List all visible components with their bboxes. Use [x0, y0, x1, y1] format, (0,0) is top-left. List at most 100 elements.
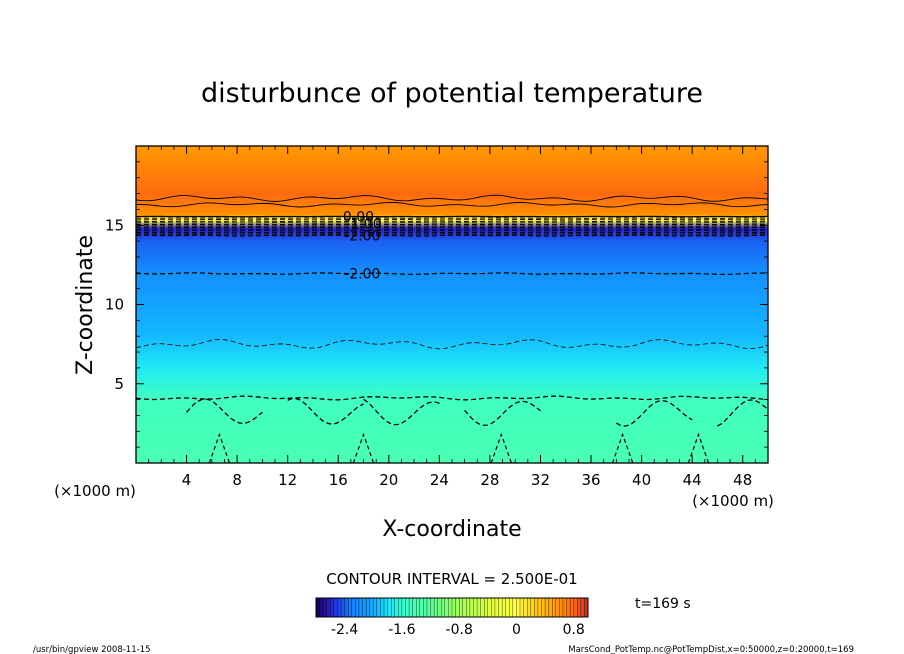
- contour-line-top-2: [136, 201, 768, 208]
- colorbar-cell-22: [394, 597, 399, 618]
- y-tick-label-1: 10: [105, 296, 124, 314]
- colorbar-cell-67: [555, 597, 560, 618]
- footer-right: MarsCond_PotTemp.nc@PotTempDist,x=0:5000…: [568, 645, 854, 654]
- colorbar-cell-25: [405, 597, 410, 618]
- time-label: t=169 s: [635, 596, 691, 612]
- colorbar-cell-61: [534, 597, 539, 618]
- colorbar-cell-52: [501, 597, 507, 618]
- colorbar-cell-72: [573, 597, 578, 618]
- colorbar-cell-54: [509, 597, 514, 618]
- x-tick-label-10: 44: [683, 471, 702, 489]
- heatmap-field: [136, 146, 768, 463]
- colorbar-cell-56: [516, 597, 521, 618]
- colorbar-cell-70: [566, 597, 571, 618]
- colorbar-cell-48: [487, 597, 492, 618]
- colorbar-tick-label-2: -0.8: [446, 622, 473, 638]
- colorbar-cell-0: [315, 597, 321, 618]
- colorbar-cell-69: [562, 597, 568, 618]
- x-tick-label-7: 32: [531, 471, 550, 489]
- contour-label-1: -1.00: [345, 217, 381, 233]
- colorbar-cell-50: [494, 597, 500, 618]
- contour-label-2: -2.00: [344, 229, 380, 245]
- contour-spike-3: [611, 432, 634, 463]
- x-tick-label-0: 4: [182, 471, 192, 489]
- colorbar-cell-13: [362, 597, 367, 618]
- colorbar-cell-59: [526, 597, 532, 618]
- colorbar-cell-1: [319, 597, 324, 618]
- colorbar-cell-2: [322, 597, 328, 618]
- colorbar-cell-43: [469, 597, 474, 618]
- contour-line-z12: [136, 272, 768, 276]
- colorbar-cell-31: [426, 597, 432, 618]
- colorbar-cell-14: [365, 597, 371, 618]
- colorbar-cell-55: [512, 597, 517, 618]
- colorbar-cell-19: [383, 597, 389, 618]
- contour-interval: CONTOUR INTERVAL = 2.500E-01: [326, 570, 577, 588]
- colorbar-cell-53: [505, 597, 510, 618]
- chart-title: disturbunce of potential temperature: [201, 78, 703, 109]
- colorbar-cell-44: [473, 597, 478, 618]
- colorbar-cell-15: [369, 597, 374, 618]
- colorbar-cell-32: [430, 597, 435, 618]
- plot-area: 0.00-1.00-2.00-2.00 4 8 12 16 20 24 28 32 36 40 44…: [105, 145, 769, 489]
- colorbar-cell-30: [423, 597, 428, 618]
- colorbar-cell-21: [390, 597, 396, 618]
- colorbar-cell-57: [519, 597, 525, 618]
- y-tick-label-2: 15: [105, 216, 124, 234]
- contour-line-z14: [136, 234, 768, 237]
- colorbar-cell-64: [544, 597, 550, 618]
- colorbar-cell-36: [444, 597, 449, 618]
- colorbar-cell-29: [419, 597, 424, 618]
- contour-labels: 0.00-1.00-2.00-2.00: [343, 210, 382, 283]
- colorbar-cell-71: [569, 597, 575, 618]
- colorbar-cell-49: [491, 597, 496, 618]
- colorbar-cell-39: [455, 597, 460, 618]
- colorbar-cell-12: [358, 597, 364, 618]
- colorbar-cell-73: [577, 597, 582, 618]
- colorbar-cell-6: [337, 597, 342, 618]
- colorbar-cell-3: [326, 597, 331, 618]
- contour-line-z7: [136, 338, 768, 350]
- y-axis-label: Z-coordinate: [73, 235, 98, 375]
- colorbar-cell-5: [333, 597, 338, 618]
- contour-spike-2: [490, 432, 512, 463]
- colorbar-tick-label-4: 0.8: [563, 622, 585, 638]
- contour-spike-0: [208, 432, 231, 463]
- x-tick-label-2: 12: [278, 471, 297, 489]
- y-tick-label-0: 5: [114, 375, 124, 393]
- colorbar-cell-9: [348, 597, 353, 618]
- contour-line-low-4: [615, 399, 693, 427]
- contour-line-low-5: [717, 399, 768, 427]
- y-axis-ticks: 5 10 15: [105, 161, 768, 448]
- colorbar-cell-27: [412, 597, 417, 618]
- colorbar-frame: [315, 597, 589, 618]
- colorbar-cell-4: [330, 597, 335, 618]
- colorbar-cell-60: [530, 597, 535, 618]
- colorbar-cell-38: [451, 597, 457, 618]
- x-tick-label-1: 8: [232, 471, 242, 489]
- contour-spike-1: [352, 432, 375, 463]
- colorbar-cells: [315, 597, 589, 618]
- colorbar-cell-26: [408, 597, 414, 618]
- x-tick-label-3: 16: [329, 471, 348, 489]
- colorbar-cell-58: [523, 597, 528, 618]
- colorbar-cell-66: [552, 597, 557, 618]
- x-tick-label-6: 28: [480, 471, 499, 489]
- colorbar-cell-74: [580, 597, 585, 618]
- colorbar-cell-7: [340, 597, 346, 618]
- colorbar-cell-41: [462, 597, 467, 618]
- x-unit-right: (×1000 m): [692, 492, 774, 510]
- colorbar-cell-8: [344, 597, 349, 618]
- colorbar-cell-68: [559, 597, 564, 618]
- x-axis-ticks: 4 8 12 16 20 24 28 32 36 40 44 48: [148, 146, 756, 489]
- colorbar-cell-16: [373, 597, 378, 618]
- colorbar-tick-label-3: 0: [512, 622, 521, 638]
- x-axis-label: X-coordinate: [382, 517, 521, 542]
- colorbar-cell-42: [466, 597, 471, 618]
- contour-spike-4: [687, 432, 710, 463]
- x-tick-label-11: 48: [733, 471, 752, 489]
- contour-label-0: 0.00: [343, 210, 374, 226]
- colorbar-cell-40: [458, 597, 464, 618]
- contour-line-low-1: [287, 397, 364, 425]
